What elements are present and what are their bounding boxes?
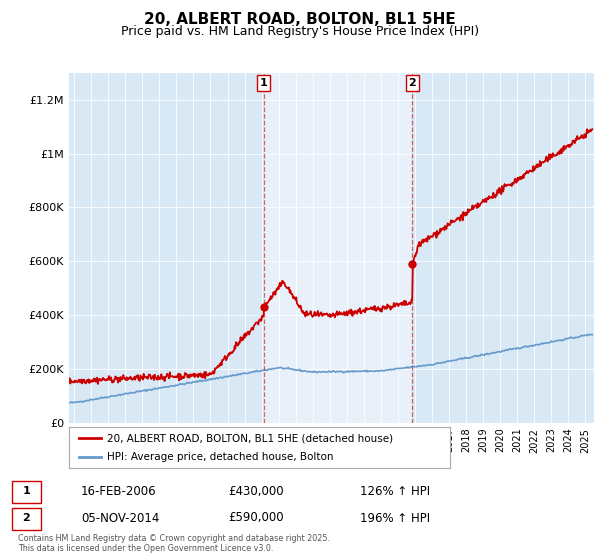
Text: 20, ALBERT ROAD, BOLTON, BL1 5HE (detached house): 20, ALBERT ROAD, BOLTON, BL1 5HE (detach… xyxy=(107,433,393,443)
Text: 1: 1 xyxy=(23,486,30,496)
Text: Price paid vs. HM Land Registry's House Price Index (HPI): Price paid vs. HM Land Registry's House … xyxy=(121,25,479,38)
Text: 126% ↑ HPI: 126% ↑ HPI xyxy=(360,484,430,498)
Text: 1: 1 xyxy=(260,78,268,88)
Text: 2: 2 xyxy=(409,78,416,88)
Text: 196% ↑ HPI: 196% ↑ HPI xyxy=(360,511,430,525)
Text: Contains HM Land Registry data © Crown copyright and database right 2025.
This d: Contains HM Land Registry data © Crown c… xyxy=(18,534,330,553)
Text: £430,000: £430,000 xyxy=(228,484,284,498)
Text: £590,000: £590,000 xyxy=(228,511,284,525)
Text: 2: 2 xyxy=(23,513,30,523)
Bar xyxy=(263,73,412,423)
Text: HPI: Average price, detached house, Bolton: HPI: Average price, detached house, Bolt… xyxy=(107,452,334,461)
Text: 20, ALBERT ROAD, BOLTON, BL1 5HE: 20, ALBERT ROAD, BOLTON, BL1 5HE xyxy=(144,12,456,27)
Text: 16-FEB-2006: 16-FEB-2006 xyxy=(81,484,157,498)
Text: 05-NOV-2014: 05-NOV-2014 xyxy=(81,511,160,525)
